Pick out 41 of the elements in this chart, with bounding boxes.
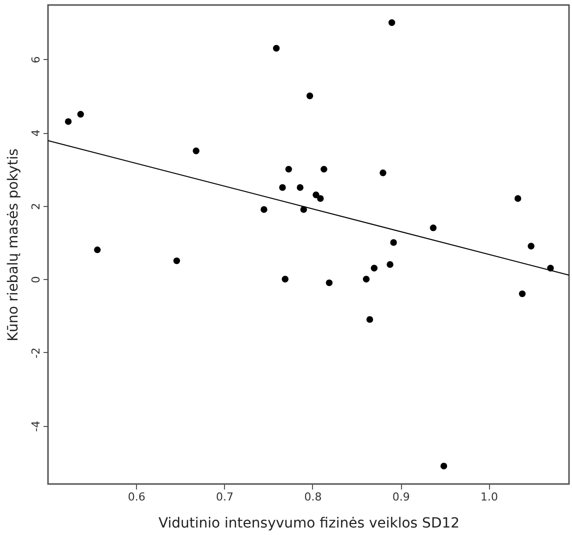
point [514, 195, 522, 202]
point [279, 184, 286, 191]
x-axis-title: Vidutinio intensyvumo fizinės veiklos SD12 [158, 516, 460, 532]
x-tick-label: 0.8 [304, 490, 322, 504]
point [326, 279, 333, 286]
point [362, 276, 370, 282]
point [272, 44, 280, 52]
point [320, 166, 328, 173]
point [282, 276, 288, 282]
point [94, 246, 101, 254]
point [64, 118, 72, 125]
point [518, 290, 526, 298]
point [390, 239, 397, 246]
point [173, 257, 180, 264]
y-tick-label: 4 [30, 130, 42, 137]
x-tick-label: 0.9 [392, 490, 410, 504]
point [386, 261, 394, 268]
point [192, 148, 200, 154]
point [312, 191, 320, 198]
point [306, 92, 314, 100]
point [260, 206, 268, 213]
point [77, 110, 84, 118]
point [370, 264, 378, 272]
point [528, 242, 534, 250]
y-axis-title: Kūno riebalų masės pokytis [6, 148, 22, 342]
point [440, 462, 448, 470]
x-tick-label: 0.6 [128, 490, 146, 504]
y-tick-label: -4 [30, 420, 42, 432]
x-tick-label: 1.0 [480, 490, 498, 504]
x-tick-label: 0.7 [216, 490, 234, 504]
point [366, 316, 374, 323]
point [296, 184, 304, 191]
point [430, 224, 437, 232]
y-tick-label: 6 [30, 56, 42, 64]
y-tick-label: 2 [30, 202, 42, 210]
point [285, 166, 292, 173]
point [380, 170, 386, 176]
point [388, 19, 396, 26]
y-tick-label: -2 [30, 347, 42, 358]
y-tick-label: 0 [30, 276, 42, 284]
point [317, 195, 324, 202]
